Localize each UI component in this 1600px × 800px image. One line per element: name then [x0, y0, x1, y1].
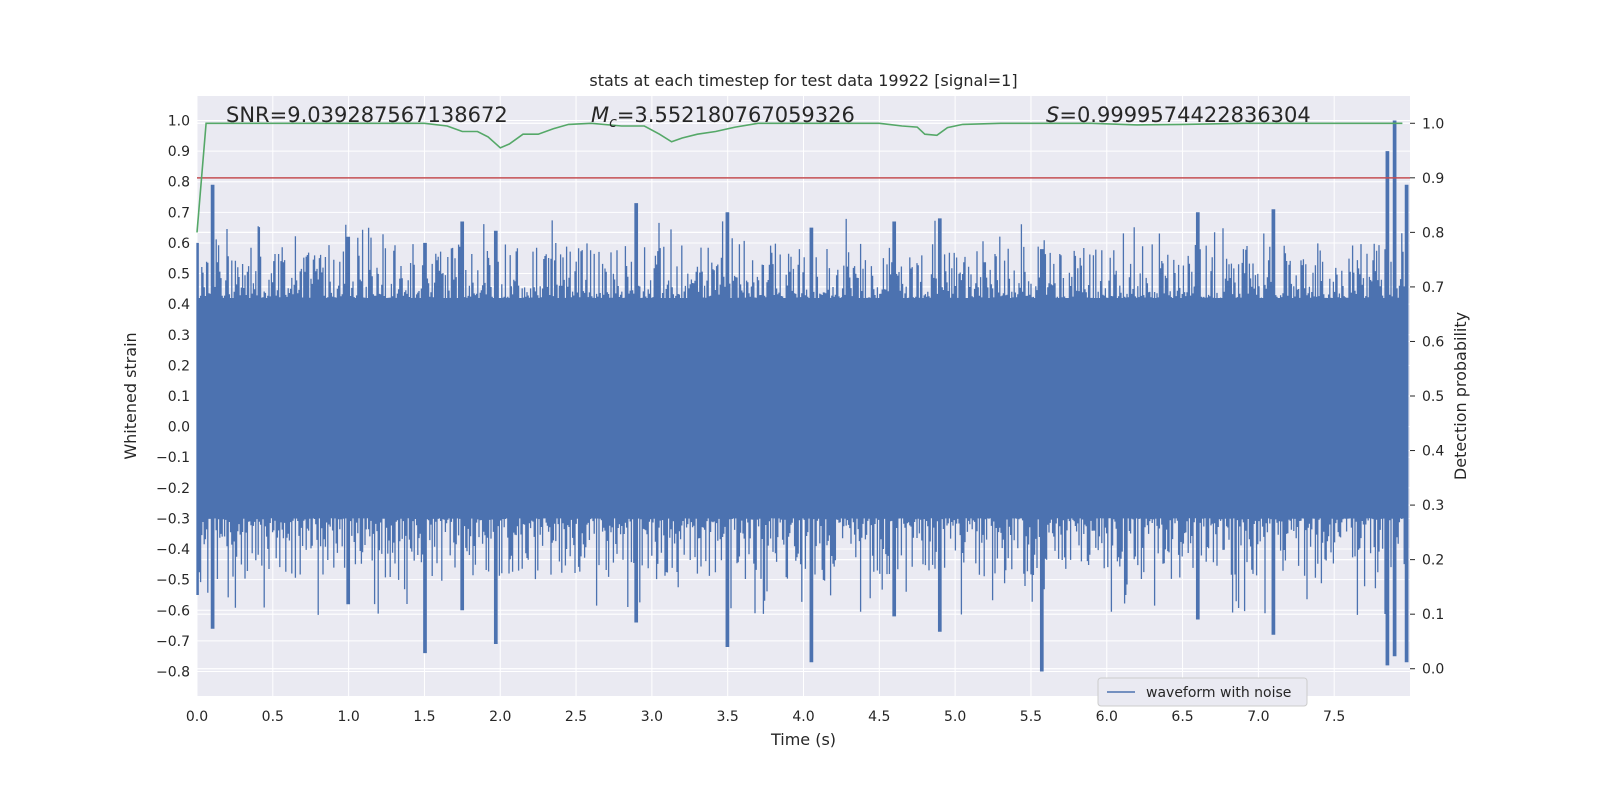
x-tick-label: 7.0: [1247, 709, 1269, 725]
x-tick-label: 4.0: [792, 709, 814, 725]
chirp-mass-subscript: c: [609, 115, 617, 131]
y-tick-label: 0.4: [168, 297, 190, 313]
y-tick-labels: 1.0 0.9 0.8 0.7 0.6 0.5 0.4 0.3 0.2 0.1 0.0 −0.1 −0.…: [156, 113, 190, 680]
y-tick-label: −0.4: [156, 542, 190, 558]
x-tick-label: 0.0: [186, 709, 208, 725]
y2-tick-label: 0.9: [1422, 171, 1444, 187]
x-tick-label: 5.0: [944, 709, 966, 725]
y2-axis-label: Detection probability: [1451, 312, 1470, 480]
x-tick-label: 7.5: [1323, 709, 1345, 725]
y2-tick-label: 0.7: [1422, 280, 1444, 296]
x-tick-label: 3.5: [717, 709, 739, 725]
x-tick-label: 2.0: [489, 709, 511, 725]
y2-tick-label: 0.6: [1422, 334, 1444, 350]
x-tick-label: 6.5: [1171, 709, 1193, 725]
y2-tick-labels: 1.0 0.9 0.8 0.7 0.6 0.5 0.4 0.3 0.2 0.1 0.0: [1410, 116, 1444, 678]
y-tick-label: 0.5: [168, 267, 190, 283]
y2-tick-label: 0.8: [1422, 225, 1444, 241]
y-tick-label: −0.3: [156, 511, 190, 527]
waveform-series: [196, 120, 1409, 672]
y-tick-label: −0.2: [156, 481, 190, 497]
y2-tick-label: 0.0: [1422, 662, 1444, 678]
y-tick-label: −0.1: [156, 450, 190, 466]
x-tick-label: 4.5: [868, 709, 890, 725]
y-tick-label: −0.5: [156, 573, 190, 589]
x-axis-label: Time (s): [770, 730, 836, 749]
y2-tick-label: 0.3: [1422, 498, 1444, 514]
x-tick-label: 1.0: [337, 709, 359, 725]
y2-tick-label: 0.1: [1422, 607, 1444, 623]
x-tick-label: 2.5: [565, 709, 587, 725]
y-tick-label: −0.7: [156, 634, 190, 650]
y-tick-label: −0.6: [156, 603, 190, 619]
y-tick-label: 0.6: [168, 236, 190, 252]
y-tick-label: 1.0: [168, 113, 190, 129]
y2-tick-label: 0.2: [1422, 553, 1444, 569]
y2-tick-label: 1.0: [1422, 116, 1444, 132]
probability-series-line: [196, 122, 1403, 233]
x-tick-label: 1.5: [413, 709, 435, 725]
x-tick-label: 0.5: [262, 709, 284, 725]
waveform-trace: [196, 120, 1409, 672]
spin-symbol: S: [1046, 103, 1059, 127]
spin-value: =0.9999574422836304: [1059, 103, 1310, 127]
chart-title: stats at each timestep for test data 199…: [589, 71, 1017, 90]
y-tick-label: 0.2: [168, 358, 190, 374]
legend-box: [1097, 677, 1308, 707]
y2-tick-label: 0.4: [1422, 444, 1444, 460]
legend: waveform with noise: [1097, 677, 1308, 707]
legend-label-waveform: waveform with noise: [1146, 685, 1291, 701]
y2-tick-label: 0.5: [1422, 389, 1444, 405]
x-tick-label: 5.5: [1020, 709, 1042, 725]
x-tick-label: 3.0: [641, 709, 663, 725]
spin-annotation: S=0.9999574422836304: [1046, 103, 1311, 127]
y-tick-label: 0.7: [168, 205, 190, 221]
y-tick-label: 0.3: [168, 328, 190, 344]
y-tick-label: 0.8: [168, 175, 190, 191]
y-axis-label: Whitened strain: [121, 332, 140, 459]
chirp-mass-annotation: Mc=3.552180767059326: [591, 103, 855, 131]
y-tick-label: 0.1: [168, 389, 190, 405]
x-tick-label: 6.0: [1096, 709, 1118, 725]
chirp-mass-symbol: M: [591, 103, 609, 127]
y-tick-label: 0.0: [168, 420, 190, 436]
x-tick-labels: 0.0 0.5 1.0 1.5 2.0 2.5 3.0 3.5 4.0 4.5 5.0 5.5 6.0 6…: [186, 709, 1345, 725]
y-tick-label: 0.9: [168, 144, 190, 160]
snr-annotation: SNR=9.039287567138672: [226, 103, 508, 127]
y-tick-label: −0.8: [156, 665, 190, 681]
chirp-mass-value: =3.552180767059326: [617, 103, 855, 127]
